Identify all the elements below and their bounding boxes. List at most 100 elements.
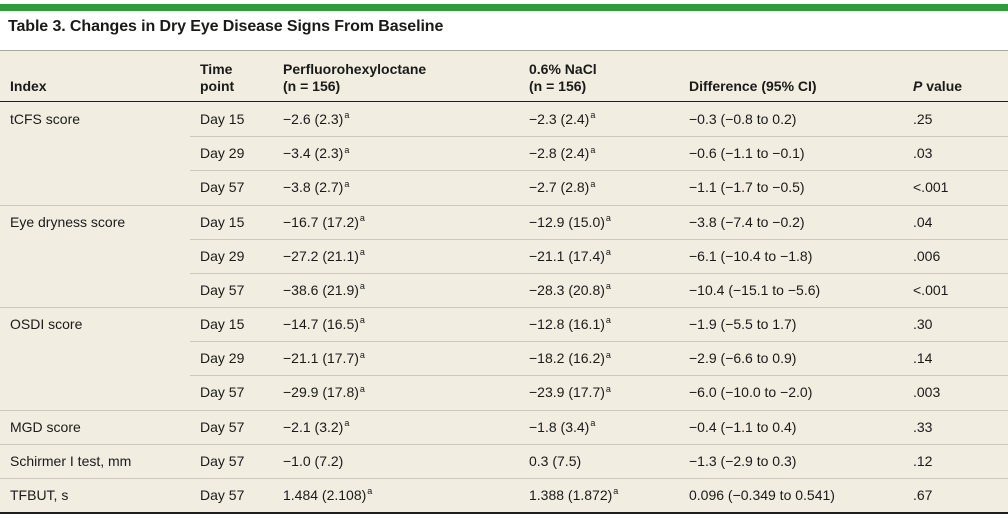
footnote-marker: a	[359, 247, 365, 258]
cell-group1: −27.2 (21.1)a	[283, 247, 365, 264]
table-row: Day 29 −27.2 (21.1)a −21.1 (17.4)a −6.1 …	[0, 238, 1008, 273]
footnote-marker: a	[613, 486, 619, 497]
table-row: Day 57 −38.6 (21.9)a −28.3 (20.8)a −10.4…	[0, 272, 1008, 307]
cell-group2: −23.9 (17.7)a	[529, 383, 611, 401]
cell-index: OSDI score	[10, 316, 83, 333]
cell-p-value: .30	[913, 316, 933, 333]
cell-time: Day 29	[200, 247, 245, 264]
cell-group1: 1.484 (2.108)a	[283, 486, 373, 503]
cell-group2: −1.8 (3.4)a	[529, 417, 596, 435]
table-row: MGD score Day 57 −2.1 (3.2)a −1.8 (3.4)a…	[0, 409, 1008, 444]
cell-p-value: <.001	[913, 281, 949, 298]
cell-group2: −2.8 (2.4)a	[529, 144, 596, 162]
cell-time: Day 57	[200, 384, 245, 401]
cell-index: Schirmer I test, mm	[10, 452, 132, 469]
footnote-marker: a	[590, 417, 596, 428]
header-index: Index	[10, 78, 47, 94]
cell-time: Day 29	[200, 350, 245, 367]
cell-p-value: <.001	[913, 179, 949, 196]
footnote-marker: a	[359, 281, 365, 292]
cell-group2: −18.2 (16.2)a	[529, 349, 611, 367]
cell-p-value: .003	[913, 384, 941, 401]
cell-group1: −29.9 (17.8)a	[283, 383, 365, 401]
footnote-marker: a	[359, 349, 365, 360]
footnote-marker: a	[605, 247, 611, 258]
cell-index: MGD score	[10, 418, 81, 435]
accent-bar	[0, 4, 1008, 11]
cell-difference: −6.0 (−10.0 to −2.0)	[689, 384, 813, 401]
cell-group2: −28.3 (20.8)a	[529, 281, 611, 298]
cell-group1: −2.1 (3.2)a	[283, 417, 350, 435]
cell-difference: −1.3 (−2.9 to 0.3)	[689, 452, 797, 469]
table-title: Table 3. Changes in Dry Eye Disease Sign…	[8, 18, 444, 35]
cell-p-value: .03	[913, 145, 933, 162]
cell-time: Day 57	[200, 486, 245, 503]
cell-difference: −1.9 (−5.5 to 1.7)	[689, 316, 797, 333]
cell-difference: −2.9 (−6.6 to 0.9)	[689, 350, 797, 367]
footnote-marker: a	[590, 144, 596, 155]
footnote-marker: a	[344, 178, 350, 189]
cell-time: Day 57	[200, 281, 245, 298]
table: Index Time point Perfluorohexyloctane (n…	[0, 50, 1008, 514]
table-row: Day 29 −21.1 (17.7)a −18.2 (16.2)a −2.9 …	[0, 341, 1008, 375]
table-row: Day 57 −29.9 (17.8)a −23.9 (17.7)a −6.0 …	[0, 375, 1008, 409]
footnote-marker: a	[359, 212, 365, 223]
cell-group2: −2.3 (2.4)a	[529, 110, 596, 128]
cell-p-value: .12	[913, 452, 933, 469]
cell-group2: −12.8 (16.1)a	[529, 315, 611, 333]
table-row: Eye dryness score Day 15 −16.7 (17.2)a −…	[0, 204, 1008, 239]
cell-difference: −10.4 (−15.1 to −5.6)	[689, 281, 821, 298]
cell-group1: −21.1 (17.7)a	[283, 349, 365, 367]
header-difference: Difference (95% CI)	[689, 78, 817, 94]
cell-group1: −2.6 (2.3)a	[283, 110, 350, 128]
cell-time: Day 29	[200, 145, 245, 162]
table-header-row: Index Time point Perfluorohexyloctane (n…	[0, 51, 1008, 102]
cell-time: Day 15	[200, 111, 245, 128]
cell-time: Day 15	[200, 316, 245, 333]
cell-p-value: .04	[913, 213, 933, 230]
cell-group1: −3.8 (2.7)a	[283, 178, 350, 196]
cell-group2: −12.9 (15.0)a	[529, 212, 611, 230]
cell-group1: −38.6 (21.9)a	[283, 281, 365, 298]
cell-p-value: .25	[913, 111, 933, 128]
table-row: OSDI score Day 15 −14.7 (16.5)a −12.8 (1…	[0, 307, 1008, 341]
cell-group1: −3.4 (2.3)a	[283, 144, 350, 162]
cell-index: Eye dryness score	[10, 213, 126, 230]
footnote-marker: a	[605, 212, 611, 223]
cell-difference: −0.6 (−1.1 to −0.1)	[689, 145, 805, 162]
cell-difference: −6.1 (−10.4 to −1.8)	[689, 247, 813, 264]
cell-time: Day 57	[200, 179, 245, 196]
cell-difference: −1.1 (−1.7 to −0.5)	[689, 179, 805, 196]
cell-group1: −14.7 (16.5)a	[283, 315, 365, 333]
cell-p-value: .33	[913, 418, 933, 435]
cell-group2: −21.1 (17.4)a	[529, 247, 611, 264]
footnote-marker: a	[605, 349, 611, 360]
cell-group1: −16.7 (17.2)a	[283, 212, 365, 230]
cell-difference: −0.3 (−0.8 to 0.2)	[689, 111, 797, 128]
footnote-marker: a	[359, 383, 365, 394]
footnote-marker: a	[367, 486, 373, 497]
footnote-marker: a	[605, 281, 611, 292]
cell-index: tCFS score	[10, 111, 81, 128]
header-time-point: Time point	[200, 61, 235, 94]
cell-difference: 0.096 (−0.349 to 0.541)	[689, 486, 835, 503]
footnote-marker: a	[590, 110, 596, 121]
cell-time: Day 57	[200, 418, 245, 435]
cell-time: Day 57	[200, 452, 245, 469]
footnote-marker: a	[590, 178, 596, 189]
footnote-marker: a	[344, 417, 350, 428]
header-p-value: P value	[913, 78, 963, 94]
header-group2: 0.6% NaCl (n = 156)	[529, 61, 597, 94]
footnote-marker: a	[344, 110, 350, 121]
table-row: Day 29 −3.4 (2.3)a −2.8 (2.4)a −0.6 (−1.…	[0, 136, 1008, 170]
cell-p-value: .14	[913, 350, 933, 367]
cell-group2: −2.7 (2.8)a	[529, 178, 596, 196]
cell-index: TFBUT, s	[10, 486, 69, 503]
table-row: Day 57 −3.8 (2.7)a −2.7 (2.8)a −1.1 (−1.…	[0, 170, 1008, 204]
table-row: TFBUT, s Day 57 1.484 (2.108)a 1.388 (1.…	[0, 477, 1008, 512]
cell-group2: 0.3 (7.5)	[529, 452, 582, 469]
table-row: Schirmer I test, mm Day 57 −1.0 (7.2) 0.…	[0, 443, 1008, 478]
cell-difference: −3.8 (−7.4 to −0.2)	[689, 213, 805, 230]
header-group1: Perfluorohexyloctane (n = 156)	[283, 61, 427, 94]
